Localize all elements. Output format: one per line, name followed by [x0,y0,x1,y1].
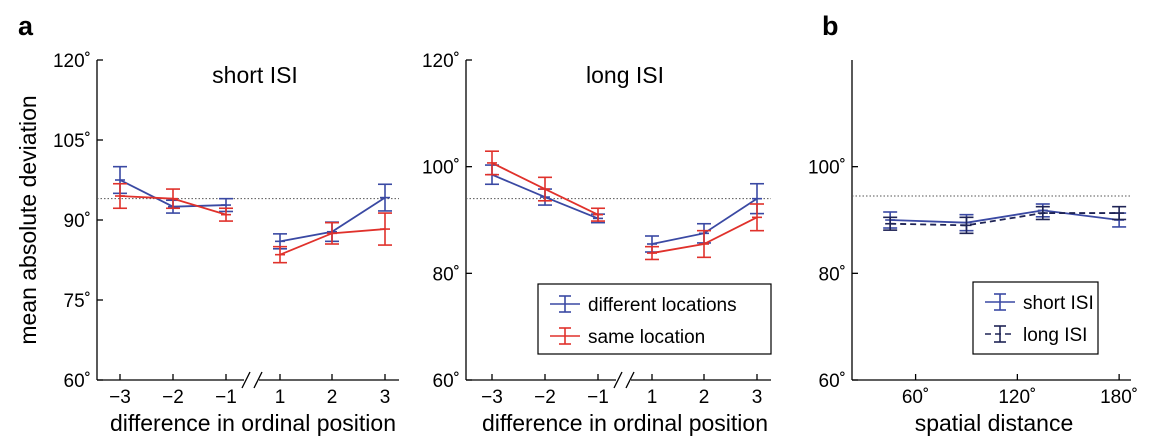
y-tick-label: 60˚ [433,371,460,392]
legend-label: different locations [588,295,737,316]
x-tick-label: 120˚ [998,387,1036,408]
legend-label: short ISI [1023,293,1094,314]
y-tick-label: 75˚ [64,291,91,312]
legend-label: long ISI [1023,325,1087,346]
panel-label-b: b [822,11,839,41]
x-tick-label: 60˚ [902,387,929,408]
x-tick-label: 3 [380,387,391,408]
y-tick-label: 60˚ [819,371,846,392]
axis-break-mark [625,371,635,389]
x-tick-label: 3 [752,387,763,408]
y-tick-label: 90˚ [64,211,91,232]
y-tick-label: 120˚ [53,51,91,72]
chart-title: long ISI [586,62,664,88]
y-tick-label: 100˚ [422,158,460,179]
x-tick-label: −3 [481,387,503,408]
y-tick-label: 80˚ [433,264,460,285]
chart-long-isi: 60˚ 80˚ 100˚ 120˚ −3 −2 −1 1 2 3 long ISI differenc… [422,51,772,436]
y-tick-label: 120˚ [422,51,460,72]
y-axis-label: mean absolute deviation [15,95,41,344]
chart-spatial-distance: 60˚ 80˚ 100˚ 60˚ 120˚ 180˚ spatial distance sho… [808,60,1138,436]
panel-label-a: a [18,11,34,41]
x-tick-label: −2 [162,387,184,408]
chart-title: short ISI [212,62,298,88]
x-tick-label: −2 [534,387,556,408]
x-tick-label: −1 [215,387,237,408]
axis-break-mark [253,371,263,389]
axis-break-mark [613,371,623,389]
series-line-long-isi [890,212,1120,227]
y-tick-label: 80˚ [819,264,846,285]
y-tick-label: 60˚ [64,371,91,392]
series-line-short-isi [890,209,1120,224]
x-axis-label: difference in ordinal position [482,410,768,436]
legend-box [972,281,1099,355]
x-tick-label: 1 [275,387,286,408]
x-axis-label: spatial distance [915,410,1074,436]
x-tick-label: −1 [587,387,609,408]
x-tick-label: 2 [699,387,710,408]
x-axis-label: difference in ordinal position [110,410,396,436]
x-tick-label: 1 [647,387,658,408]
y-tick-label: 100˚ [808,158,846,179]
legend-label: same location [588,327,705,348]
legend-box [537,283,772,355]
x-tick-label: 180˚ [1100,387,1138,408]
y-tick-label: 105˚ [53,131,91,152]
axis-break-mark [241,371,251,389]
x-tick-label: 2 [327,387,338,408]
chart-short-isi: 60˚ 75˚ 90˚ 105˚ 120˚ −3 −2 −1 1 2 3 short ISI diffe… [15,51,399,436]
x-tick-label: −3 [109,387,131,408]
